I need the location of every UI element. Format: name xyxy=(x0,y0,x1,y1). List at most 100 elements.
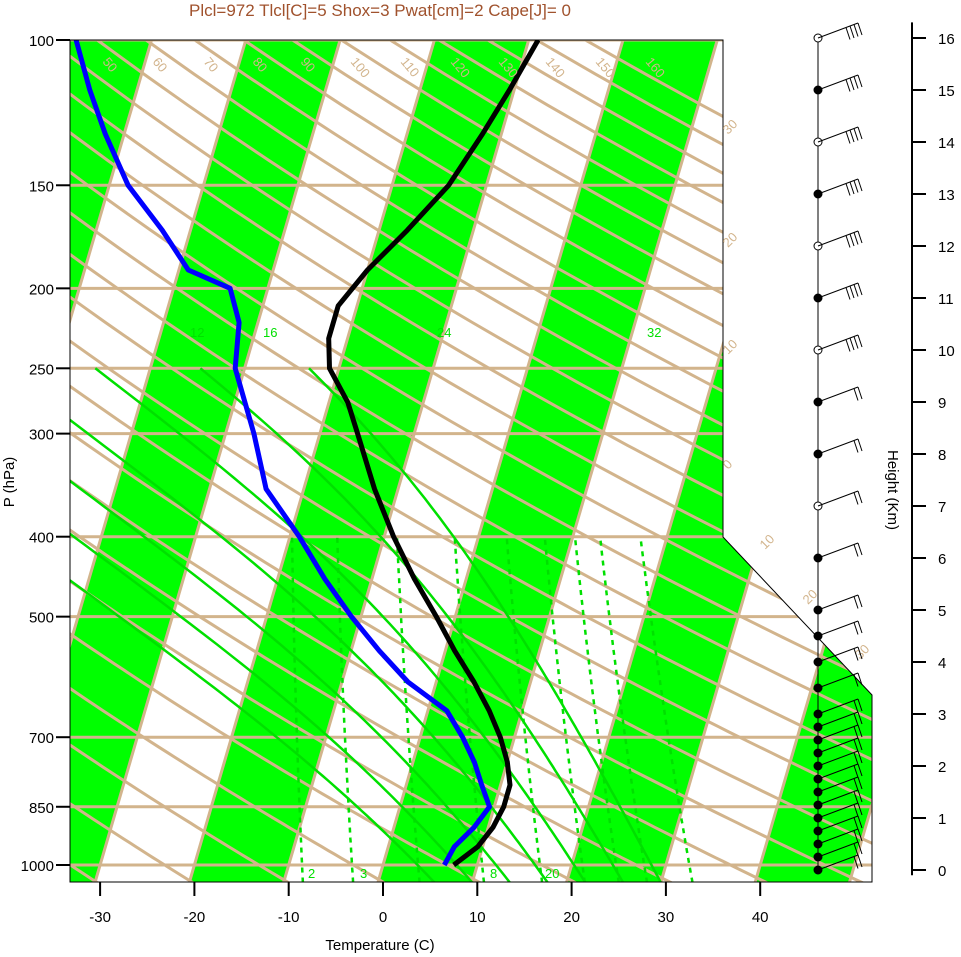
wind-barb-flag xyxy=(857,230,863,244)
height-tick-label: 0 xyxy=(938,863,946,880)
wind-barb-flag xyxy=(857,724,863,738)
wind-barb-flag xyxy=(857,490,863,504)
x-tick-label: 10 xyxy=(469,909,486,926)
wind-barb-flag xyxy=(857,620,863,634)
height-tick-label: 12 xyxy=(938,239,955,256)
p-tick-label: 400 xyxy=(29,530,54,547)
wind-barb-flag xyxy=(845,235,851,248)
wind-barb xyxy=(817,334,859,351)
p-tick-label: 1000 xyxy=(21,858,54,875)
x-tick-label: -30 xyxy=(89,909,111,926)
wind-barb-flag xyxy=(857,698,863,712)
saturation-band xyxy=(70,40,163,882)
wind-barb-flag xyxy=(849,233,855,247)
wind-barb-flag xyxy=(853,622,859,635)
wind-barb-flag xyxy=(853,700,859,713)
wind-barb xyxy=(817,724,859,741)
height-tick-label: 2 xyxy=(938,759,946,776)
wind-barb-flag xyxy=(849,129,855,143)
wind-barb-flag xyxy=(857,672,863,686)
mixing-ratio-label: 24 xyxy=(437,325,451,340)
wind-barb-flag xyxy=(853,180,859,193)
wind-barb-flag xyxy=(845,183,851,196)
wind-barb xyxy=(817,737,859,754)
dry-adiabat xyxy=(70,40,872,882)
dry-adiabat xyxy=(70,40,872,882)
wind-barb-flag xyxy=(853,336,859,349)
isotherm xyxy=(70,40,259,882)
wind-barb-flag xyxy=(857,776,863,790)
axes: -30 -20 -10 0 10 20 30 401001502002503004005007… xyxy=(21,22,955,926)
wind-barb xyxy=(817,282,859,299)
saturation-band xyxy=(373,40,729,882)
dry-adiabat xyxy=(70,40,415,882)
mixing-ratio-label: 12 xyxy=(190,325,204,340)
wind-barb-flag xyxy=(853,596,859,609)
wind-barb-flag xyxy=(849,25,855,39)
isotherm-label: 10 xyxy=(757,531,778,552)
mixing-ratio-line xyxy=(543,536,587,882)
wind-barb-flag xyxy=(857,750,863,764)
moist-adiabat xyxy=(70,367,474,882)
x-tick-label: 20 xyxy=(563,909,580,926)
wind-barb-flag xyxy=(857,802,863,816)
x-tick-label: -20 xyxy=(184,909,206,926)
wind-barb-flag xyxy=(853,648,859,661)
sounding-traces xyxy=(73,40,541,867)
wind-barb xyxy=(817,672,859,689)
moist-adiabat xyxy=(308,367,662,882)
height-tick-label: 13 xyxy=(938,187,955,204)
wind-barb-flag xyxy=(849,337,855,351)
mixing-ratio-line xyxy=(573,536,621,882)
dry-adiabat xyxy=(70,40,872,882)
wind-barb xyxy=(817,386,859,403)
x-tick-label: 40 xyxy=(752,909,769,926)
height-tick-label: 16 xyxy=(938,31,955,48)
wind-barb xyxy=(817,438,859,455)
moist-adiabat xyxy=(94,367,587,882)
mixing-ratio-line xyxy=(290,536,305,882)
wind-barb xyxy=(817,828,859,845)
wind-barb-flag xyxy=(853,843,859,856)
chart-title: Plcl=972 Tlcl[C]=5 Shox=3 Pwat[cm]=2 Cap… xyxy=(189,1,571,20)
wind-barb-flag xyxy=(845,287,851,300)
moist-adiabat xyxy=(70,367,436,882)
temperature-trace xyxy=(326,40,541,867)
dry-adiabat xyxy=(70,40,221,882)
dewpoint-trace xyxy=(73,40,492,867)
saturation-band xyxy=(750,40,872,882)
wind-barb-flag xyxy=(849,181,855,195)
dry-adiabat-label: 60 xyxy=(150,54,171,75)
plot-frame xyxy=(69,39,873,883)
wind-barb-flag xyxy=(849,285,855,299)
dry-adiabat xyxy=(70,40,872,882)
mixing-ratio-label: 3 xyxy=(360,866,367,881)
wind-barb xyxy=(817,789,859,806)
mixing-ratio-line xyxy=(598,536,649,882)
wind-barb-flag xyxy=(853,752,859,765)
wind-barb-flag xyxy=(857,74,863,88)
wind-barb xyxy=(817,542,859,559)
p-tick-label: 150 xyxy=(29,178,54,195)
moist-adiabat xyxy=(70,367,549,882)
height-tick-label: 14 xyxy=(938,135,955,152)
wind-barb xyxy=(817,841,859,858)
p-tick-label: 700 xyxy=(29,730,54,747)
wind-barb-flag xyxy=(853,739,859,752)
wind-barb-flag xyxy=(857,815,863,829)
wind-barb-flag xyxy=(857,763,863,777)
wind-barb-flag xyxy=(857,22,863,36)
wind-barb-flag xyxy=(853,232,859,245)
height-tick-label: 4 xyxy=(938,655,946,672)
saturation-band xyxy=(70,40,352,882)
wind-barb-flag xyxy=(853,791,859,804)
wind-barb-flag xyxy=(857,542,863,556)
wind-barb xyxy=(817,594,859,611)
height-tick-label: 10 xyxy=(938,343,955,360)
wind-barb xyxy=(817,620,859,637)
p-tick-label: 200 xyxy=(29,281,54,298)
wind-barb-flag xyxy=(845,131,851,144)
moist-adiabat xyxy=(199,367,625,882)
height-axis-title: Height (Km) xyxy=(884,450,901,530)
